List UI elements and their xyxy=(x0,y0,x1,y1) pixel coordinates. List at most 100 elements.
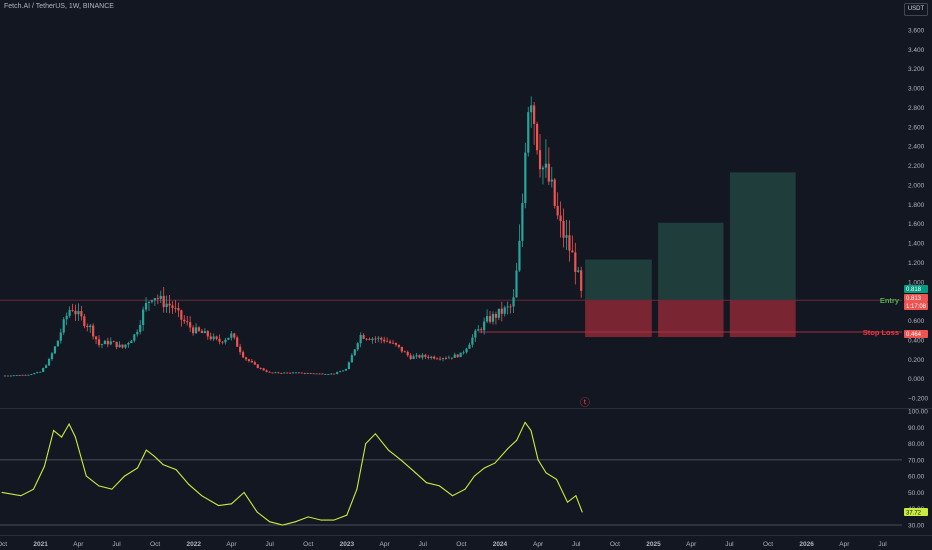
rsi-point xyxy=(530,430,532,432)
candle-body xyxy=(318,373,321,375)
stop-loss-label: Stop Loss xyxy=(863,328,899,337)
time-tick-label: 2023 xyxy=(340,541,355,548)
candle-body xyxy=(415,355,418,357)
candle-body xyxy=(250,361,253,363)
candle-body xyxy=(194,327,198,334)
candle-body xyxy=(274,372,277,374)
candle-body xyxy=(192,327,195,334)
rsi-point xyxy=(356,488,358,490)
candle-body xyxy=(497,308,500,318)
candle-body xyxy=(524,152,527,203)
target-zone xyxy=(729,172,796,301)
candle-body xyxy=(553,179,556,206)
candle-body xyxy=(521,202,524,241)
rsi-point xyxy=(439,485,441,487)
candle-body xyxy=(380,337,383,340)
candle-body xyxy=(71,309,74,311)
candle-body xyxy=(418,355,421,358)
candle-body xyxy=(530,105,533,113)
symbol-title: Fetch.AI / TetherUS, 1W, BINANCE xyxy=(4,3,114,10)
price-tick-label: 1.600 xyxy=(908,221,925,228)
candle-body xyxy=(247,359,251,362)
candle-body xyxy=(256,364,259,369)
candle-body xyxy=(397,344,400,347)
rsi-point xyxy=(136,467,138,469)
candle-body xyxy=(356,343,359,350)
candle-body xyxy=(259,368,262,369)
candle-body xyxy=(74,310,77,315)
candle-body xyxy=(327,374,330,375)
candle-body xyxy=(118,344,121,348)
candle-body xyxy=(268,371,271,373)
rsi-point xyxy=(98,485,100,487)
candle-body xyxy=(509,306,512,308)
time-tick-label: Oct xyxy=(303,541,313,548)
rsi-tick-label: 50.00 xyxy=(908,490,925,497)
candle-body xyxy=(394,342,398,345)
candle-body xyxy=(321,373,324,375)
time-tick-label: 2025 xyxy=(646,541,661,548)
candle-body xyxy=(156,298,159,300)
rsi-point xyxy=(53,430,55,432)
candle-body xyxy=(444,358,448,359)
time-tick-label: Jul xyxy=(265,541,274,548)
candle-body xyxy=(150,300,154,302)
time-tick-label: Oct xyxy=(456,541,466,548)
candle-body xyxy=(562,220,565,238)
candle-body xyxy=(224,339,227,343)
last-price-label-box xyxy=(904,294,928,302)
candle-body xyxy=(447,357,450,359)
candle-body xyxy=(233,333,236,338)
price-tick-label: 1.200 xyxy=(908,260,925,267)
candle-body xyxy=(309,373,312,374)
rsi-tick-label: 80.00 xyxy=(908,441,925,448)
time-tick-label: Apr xyxy=(686,541,697,548)
rsi-value-label: 37.72 xyxy=(906,510,922,516)
price-tick-label: 2.400 xyxy=(908,144,925,151)
time-tick-label: 2022 xyxy=(186,541,201,548)
rsi-point xyxy=(346,514,348,516)
candle-body xyxy=(92,325,95,337)
time-tick-label: Oct xyxy=(610,541,620,548)
candle-body xyxy=(209,336,212,340)
entry-label: Entry xyxy=(880,296,900,305)
candle-body xyxy=(324,374,327,375)
candle-body xyxy=(212,336,215,340)
candle-body xyxy=(253,362,256,365)
candle-body xyxy=(203,331,206,334)
rsi-point xyxy=(162,464,164,466)
target-price-label: 0.818 xyxy=(906,287,922,293)
candle-body xyxy=(277,372,280,374)
rsi-tick-label: 60.00 xyxy=(908,474,925,481)
candle-body xyxy=(121,344,124,348)
candle-body xyxy=(483,321,486,331)
candle-body xyxy=(24,374,27,376)
candle-body xyxy=(491,313,495,322)
rsi-point xyxy=(333,519,335,521)
candle-body xyxy=(124,344,127,348)
currency-button[interactable]: USDT xyxy=(904,3,928,16)
candle-body xyxy=(474,330,477,338)
candle-body xyxy=(12,375,15,377)
candle-body xyxy=(165,303,168,307)
stop-price-label-box xyxy=(904,330,928,338)
candle-body xyxy=(112,341,115,343)
candle-body xyxy=(518,240,521,271)
rsi-point xyxy=(68,423,70,425)
last-price-label: 0.813 xyxy=(906,296,922,302)
rsi-point xyxy=(269,521,271,523)
candle-body xyxy=(568,235,571,251)
price-tick-label: 1.400 xyxy=(908,241,925,248)
rsi-point xyxy=(400,459,402,461)
rsi-point xyxy=(188,483,190,485)
candle-body xyxy=(544,163,547,168)
rsi-point xyxy=(20,495,22,497)
candle-body xyxy=(403,351,406,353)
candle-body xyxy=(3,375,7,377)
candle-body xyxy=(244,357,248,360)
rsi-point xyxy=(566,501,568,503)
time-tick-label: Apr xyxy=(380,541,391,548)
candle-body xyxy=(303,373,306,375)
price-tick-label: 2.000 xyxy=(908,182,925,189)
